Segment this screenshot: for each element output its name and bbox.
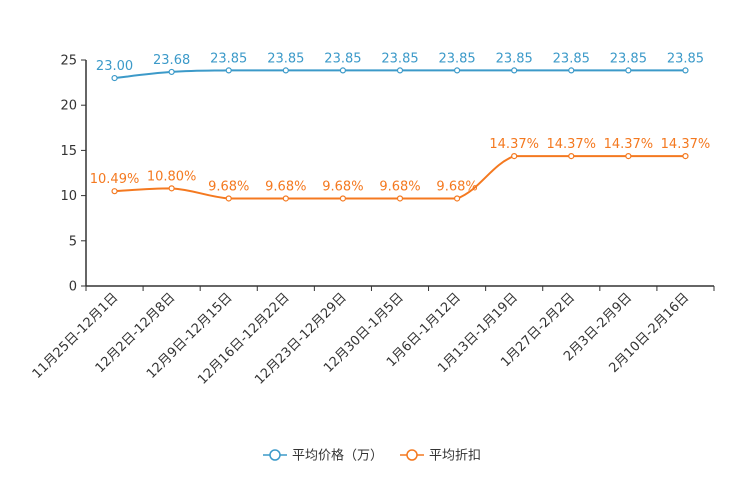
data-point-discount[interactable] xyxy=(282,195,289,202)
legend-item-discount[interactable]: 平均折扣 xyxy=(400,449,481,464)
data-label-discount: 14.37% xyxy=(489,137,539,152)
data-label-discount: 14.37% xyxy=(661,137,711,152)
data-label-discount: 10.49% xyxy=(90,172,140,187)
data-label-discount: 9.68% xyxy=(208,179,249,194)
y-tick-label: 5 xyxy=(69,234,77,249)
data-point-discount[interactable] xyxy=(339,195,347,202)
y-tick-label: 15 xyxy=(60,144,77,159)
data-label-price: 23.68 xyxy=(153,53,190,68)
data-point-discount[interactable] xyxy=(682,152,689,160)
data-label-price: 23.85 xyxy=(438,51,475,66)
data-point-price[interactable] xyxy=(168,68,175,76)
data-point-price[interactable] xyxy=(282,67,289,74)
data-label-price: 23.85 xyxy=(267,51,304,66)
data-label-price: 23.85 xyxy=(496,51,533,66)
y-tick-label: 10 xyxy=(60,189,77,204)
data-point-discount[interactable] xyxy=(453,195,461,202)
data-point-price[interactable] xyxy=(682,67,689,74)
data-label-discount: 14.37% xyxy=(546,137,596,152)
data-label-price: 23.85 xyxy=(553,51,590,66)
legend-label: 平均价格（万） xyxy=(292,448,383,464)
data-point-discount[interactable] xyxy=(225,195,232,202)
data-point-discount[interactable] xyxy=(625,152,632,160)
y-tick-label: 25 xyxy=(60,54,77,69)
legend-marker xyxy=(269,449,281,461)
legend-label: 平均折扣 xyxy=(429,449,481,464)
data-point-price[interactable] xyxy=(339,67,347,74)
data-label-discount: 9.68% xyxy=(379,179,420,194)
data-label-price: 23.85 xyxy=(324,51,361,66)
legend[interactable]: 平均价格（万） 平均折扣 xyxy=(263,448,481,464)
data-label-discount: 9.68% xyxy=(322,179,363,194)
y-tick-label: 20 xyxy=(60,99,77,114)
data-label-price: 23.85 xyxy=(610,51,647,66)
data-point-discount[interactable] xyxy=(168,185,175,192)
data-label-price: 23.85 xyxy=(210,51,247,66)
data-point-discount[interactable] xyxy=(568,152,575,160)
data-point-price[interactable] xyxy=(625,67,632,74)
data-point-discount[interactable] xyxy=(396,195,404,202)
data-point-price[interactable] xyxy=(225,67,232,74)
data-label-price: 23.85 xyxy=(381,51,418,66)
data-label-discount: 9.68% xyxy=(265,179,306,194)
data-point-price[interactable] xyxy=(453,67,461,74)
data-point-discount[interactable] xyxy=(511,152,518,160)
data-label-price: 23.00 xyxy=(96,59,133,74)
data-label-discount: 10.80% xyxy=(147,169,197,184)
data-labels: 23.00 23.68 23.85 23.85 23.85 23.85 23.85 23.85… xyxy=(90,51,710,194)
data-point-price[interactable] xyxy=(568,67,575,74)
y-tick-label: 0 xyxy=(69,280,77,295)
data-point-price[interactable] xyxy=(396,67,404,74)
data-label-price: 23.85 xyxy=(667,51,704,66)
legend-marker xyxy=(406,449,418,461)
data-point-price[interactable] xyxy=(511,67,518,74)
series-layer xyxy=(111,67,689,202)
data-label-discount: 9.68% xyxy=(436,179,477,194)
legend-item-price[interactable]: 平均价格（万） xyxy=(263,448,383,464)
data-point-discount[interactable] xyxy=(111,188,118,195)
data-label-discount: 14.37% xyxy=(604,137,654,152)
data-point-price[interactable] xyxy=(111,74,118,82)
axes: 051015202511月25日-12月1日12月2日-12月8日12月9日-1… xyxy=(30,54,715,388)
